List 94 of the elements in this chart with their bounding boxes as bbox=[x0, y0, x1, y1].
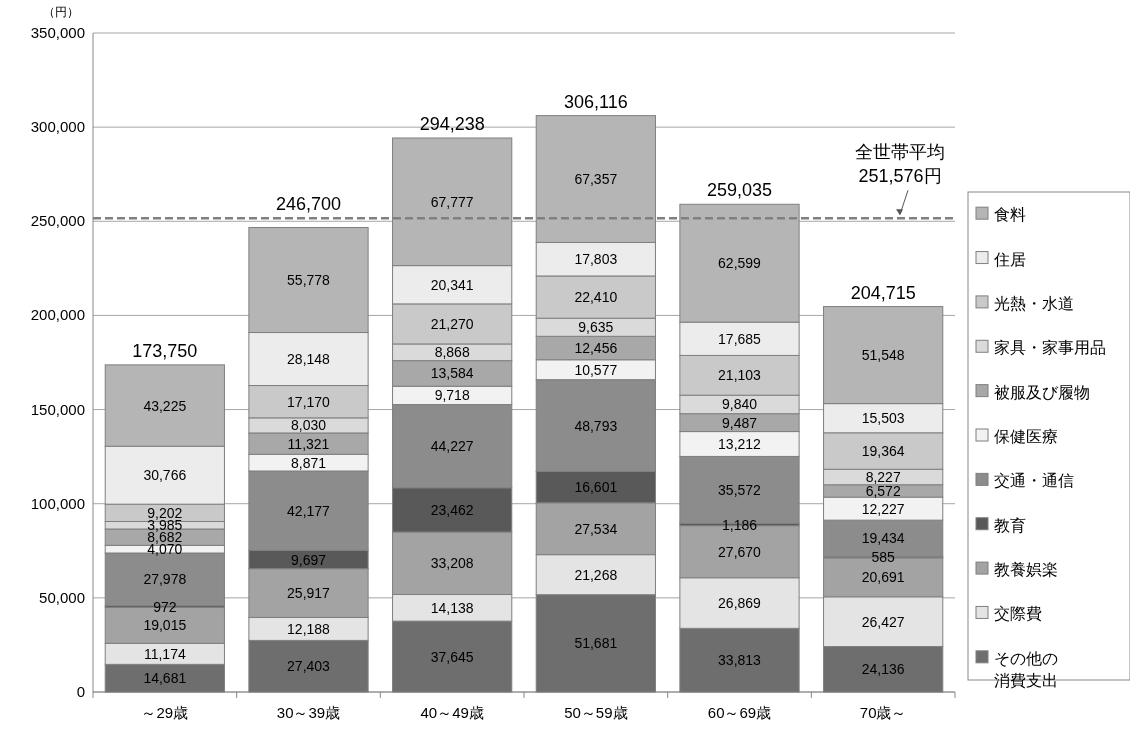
data-label: 27,534 bbox=[574, 520, 618, 537]
data-label: 1,186 bbox=[721, 516, 758, 533]
data-label: 9,635 bbox=[578, 319, 614, 336]
data-label: 20,691 bbox=[861, 569, 905, 586]
legend-label: 被服及び履物 bbox=[994, 383, 1090, 401]
legend-label: 食料 bbox=[994, 206, 1026, 224]
legend-label: 住居 bbox=[993, 250, 1026, 268]
y-tick-label: 200,000 bbox=[30, 306, 85, 324]
data-label: 24,136 bbox=[861, 661, 905, 678]
data-label: 9,840 bbox=[721, 396, 758, 413]
data-label: 17,803 bbox=[574, 251, 618, 268]
data-label: 28,148 bbox=[287, 351, 331, 368]
data-label: 19,015 bbox=[143, 617, 187, 634]
y-tick-label: 150,000 bbox=[30, 400, 85, 418]
data-label: 585 bbox=[871, 549, 896, 566]
data-label: 23,462 bbox=[430, 501, 474, 518]
legend-label: 交際費 bbox=[994, 605, 1042, 623]
data-label: 30,766 bbox=[143, 467, 187, 484]
data-label: 48,793 bbox=[574, 417, 618, 434]
data-label: 17,685 bbox=[718, 330, 762, 347]
y-tick-label: 100,000 bbox=[30, 494, 85, 512]
data-label: 11,174 bbox=[143, 645, 186, 662]
legend-label: 交通・通信 bbox=[994, 472, 1074, 490]
data-label: 62,599 bbox=[718, 255, 762, 272]
data-label: 14,138 bbox=[430, 599, 474, 616]
data-label: 12,188 bbox=[287, 620, 331, 637]
data-label: 21,268 bbox=[574, 566, 618, 583]
legend-label: 教養娯楽 bbox=[994, 561, 1058, 579]
y-tick-label: 300,000 bbox=[30, 118, 85, 136]
data-label: 43,225 bbox=[143, 397, 187, 414]
legend-label: 家具・家事用品 bbox=[994, 339, 1106, 357]
total-label: 173,750 bbox=[132, 340, 198, 361]
y-axis-title: （円） bbox=[43, 5, 79, 19]
x-tick-label: 40～49歳 bbox=[420, 704, 484, 721]
data-label: 20,341 bbox=[430, 276, 474, 293]
data-label: 9,202 bbox=[147, 504, 183, 521]
total-label: 306,116 bbox=[563, 91, 628, 112]
data-label: 67,777 bbox=[430, 193, 474, 210]
data-label: 19,434 bbox=[861, 530, 905, 547]
data-label: 44,227 bbox=[430, 438, 474, 455]
data-label: 27,670 bbox=[718, 543, 762, 560]
data-label: 9,487 bbox=[721, 414, 758, 431]
y-tick-label: 250,000 bbox=[30, 212, 85, 230]
data-label: 12,227 bbox=[861, 500, 905, 517]
data-label: 37,645 bbox=[430, 648, 474, 665]
data-label: 51,548 bbox=[861, 347, 905, 364]
data-label: 9,718 bbox=[434, 387, 470, 404]
data-label: 11,321 bbox=[287, 435, 330, 452]
data-label: 9,697 bbox=[290, 551, 327, 568]
x-tick-label: 60～69歳 bbox=[707, 704, 772, 721]
ref-line-label: 全世帯平均 251,576円 bbox=[855, 142, 945, 187]
data-label: 35,572 bbox=[718, 481, 762, 498]
data-label: 15,503 bbox=[861, 410, 905, 427]
total-label: 294,238 bbox=[419, 113, 485, 134]
legend-label: 保健医療 bbox=[994, 428, 1058, 445]
x-tick-label: 30～39歳 bbox=[276, 704, 341, 721]
data-label: 8,868 bbox=[434, 344, 470, 361]
data-label: 21,270 bbox=[430, 315, 474, 332]
x-tick-label: ～29歳 bbox=[141, 704, 189, 721]
data-label: 42,177 bbox=[287, 502, 331, 519]
legend-label: 教育 bbox=[994, 516, 1026, 534]
data-label: 16,601 bbox=[574, 479, 618, 496]
data-label: 14,681 bbox=[143, 670, 187, 687]
data-label: 10,577 bbox=[574, 361, 618, 378]
data-label: 27,403 bbox=[287, 658, 331, 675]
data-label: 27,978 bbox=[143, 571, 187, 588]
data-label: 8,871 bbox=[290, 454, 327, 471]
total-label: 204,715 bbox=[850, 282, 916, 303]
data-label: 26,427 bbox=[861, 613, 905, 630]
data-label: 19,364 bbox=[861, 443, 905, 460]
data-label: 8,030 bbox=[290, 417, 327, 434]
data-label: 22,410 bbox=[574, 289, 618, 306]
y-tick-label: 0 bbox=[76, 683, 85, 700]
x-tick-label: 70歳～ bbox=[859, 704, 907, 721]
data-label: 13,212 bbox=[718, 436, 762, 452]
data-label: 21,103 bbox=[718, 367, 762, 384]
y-tick-label: 50,000 bbox=[39, 588, 85, 606]
total-label: 246,700 bbox=[275, 194, 342, 215]
data-label: 25,917 bbox=[287, 585, 331, 602]
y-tick-label: 350,000 bbox=[30, 24, 85, 41]
data-label: 55,778 bbox=[287, 272, 331, 289]
data-label: 17,170 bbox=[287, 393, 331, 410]
legend-label: その他の消費支出 bbox=[994, 649, 1058, 689]
legend-label: 光熱・水道 bbox=[994, 294, 1074, 312]
data-label: 13,584 bbox=[430, 365, 474, 382]
data-label: 33,813 bbox=[718, 652, 762, 669]
data-label: 33,208 bbox=[430, 555, 474, 572]
data-label: 972 bbox=[153, 598, 177, 615]
data-label: 67,357 bbox=[574, 171, 618, 188]
data-label: 51,681 bbox=[574, 635, 618, 652]
total-label: 259,035 bbox=[706, 180, 773, 201]
data-label: 12,456 bbox=[574, 340, 618, 357]
x-tick-label: 50～59歳 bbox=[564, 704, 628, 721]
data-label: 26,869 bbox=[718, 595, 762, 612]
